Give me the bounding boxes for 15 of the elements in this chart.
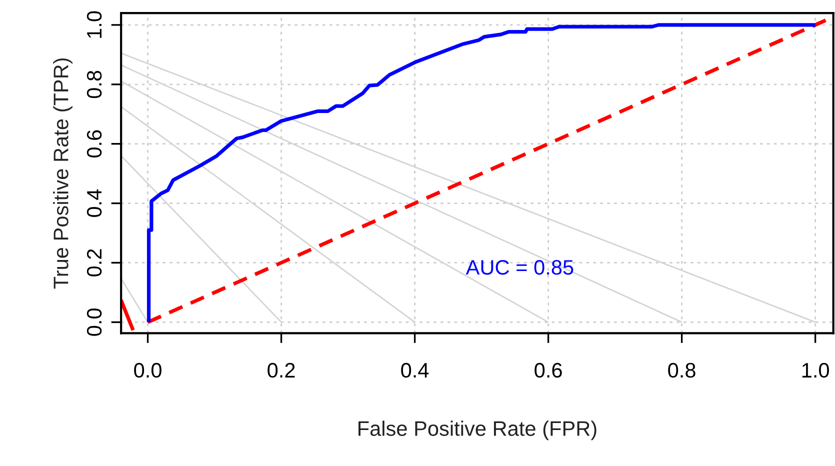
y-tick-label: 0.2: [86, 249, 102, 276]
x-tick-label: 0.0: [134, 362, 162, 378]
y-tick-label: 0.6: [86, 130, 102, 158]
x-tick-label: 0.4: [401, 362, 429, 378]
annotation: AUC = 0.85: [466, 260, 574, 275]
x-tick-label: 1.0: [802, 362, 829, 378]
y-tick-label: 0.0: [86, 308, 102, 336]
y-tick-label: 0.8: [86, 70, 102, 98]
x-tick-label: 0.2: [268, 362, 295, 378]
y-axis-title: True Positive Rate (TPR): [53, 58, 72, 289]
y-tick-label: 1.0: [86, 11, 102, 38]
x-tick-label: 0.8: [668, 362, 696, 378]
x-axis-title: False Positive Rate (FPR): [358, 420, 596, 440]
y-tick-label: 0.4: [86, 189, 102, 217]
x-tick-label: 0.6: [534, 362, 562, 378]
